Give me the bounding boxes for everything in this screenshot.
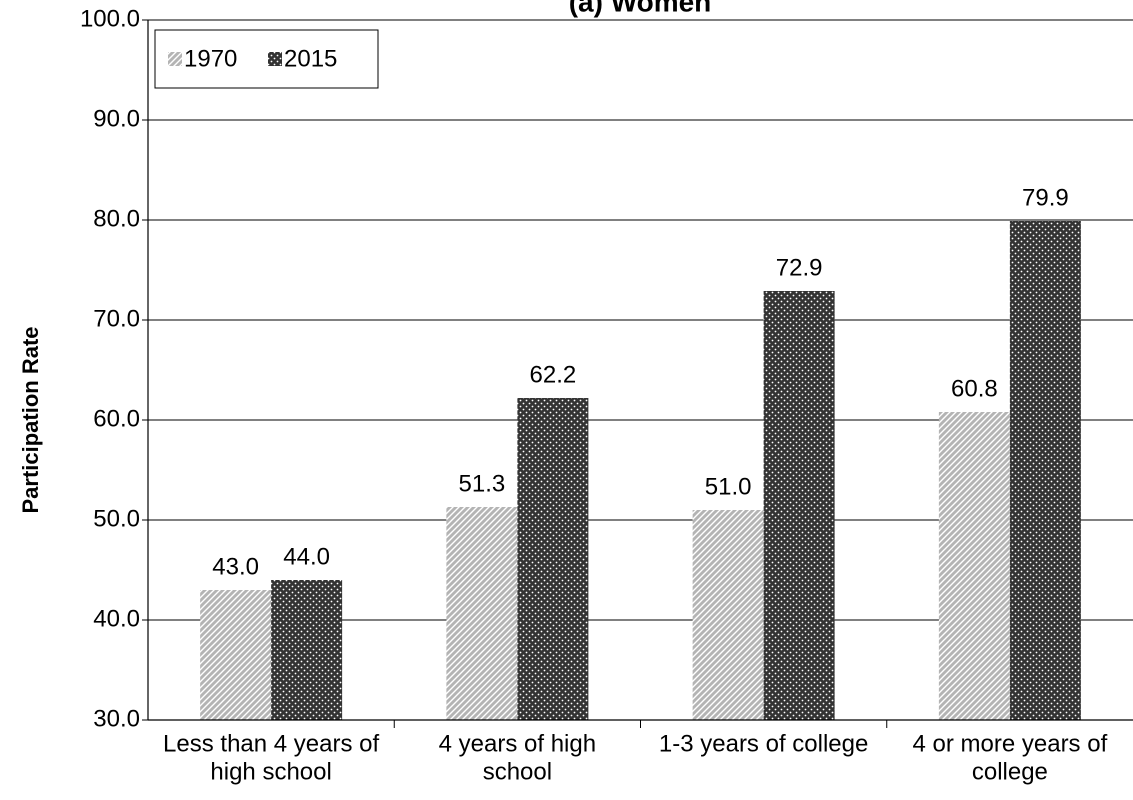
bar <box>938 412 1010 720</box>
legend-swatch <box>268 52 282 66</box>
value-label: 44.0 <box>283 543 330 570</box>
y-tick-label: 50.0 <box>93 505 140 532</box>
x-tick-label: college <box>972 758 1048 785</box>
legend-label: 1970 <box>184 45 237 72</box>
bar <box>200 590 272 720</box>
bar <box>692 510 764 720</box>
value-label: 62.2 <box>530 361 577 388</box>
x-tick-label: 4 or more years of <box>913 730 1108 757</box>
x-tick-label: 4 years of high <box>439 730 596 757</box>
legend-swatch <box>168 52 182 66</box>
bar <box>517 398 589 720</box>
x-tick-label: school <box>483 758 552 785</box>
bar <box>271 580 343 720</box>
y-tick-label: 40.0 <box>93 605 140 632</box>
value-label: 79.9 <box>1022 184 1069 211</box>
x-tick-label: 1-3 years of college <box>659 730 868 757</box>
value-label: 60.8 <box>951 375 998 402</box>
x-tick-label: high school <box>210 758 331 785</box>
y-tick-label: 90.0 <box>93 105 140 132</box>
bar <box>1009 221 1081 720</box>
value-label: 51.0 <box>705 473 752 500</box>
y-tick-label: 80.0 <box>93 205 140 232</box>
bar <box>446 507 518 720</box>
value-label: 72.9 <box>776 254 823 281</box>
y-tick-label: 60.0 <box>93 405 140 432</box>
y-tick-label: 70.0 <box>93 305 140 332</box>
legend-label: 2015 <box>284 45 337 72</box>
y-tick-label: 100.0 <box>80 5 140 32</box>
chart-title: (a) Women <box>569 0 712 17</box>
y-axis-label: Participation Rate <box>18 326 43 513</box>
value-label: 51.3 <box>459 470 506 497</box>
y-tick-label: 30.0 <box>93 705 140 732</box>
x-tick-label: Less than 4 years of <box>163 730 379 757</box>
value-label: 43.0 <box>212 553 259 580</box>
bar <box>763 291 835 720</box>
legend-box <box>154 29 379 89</box>
